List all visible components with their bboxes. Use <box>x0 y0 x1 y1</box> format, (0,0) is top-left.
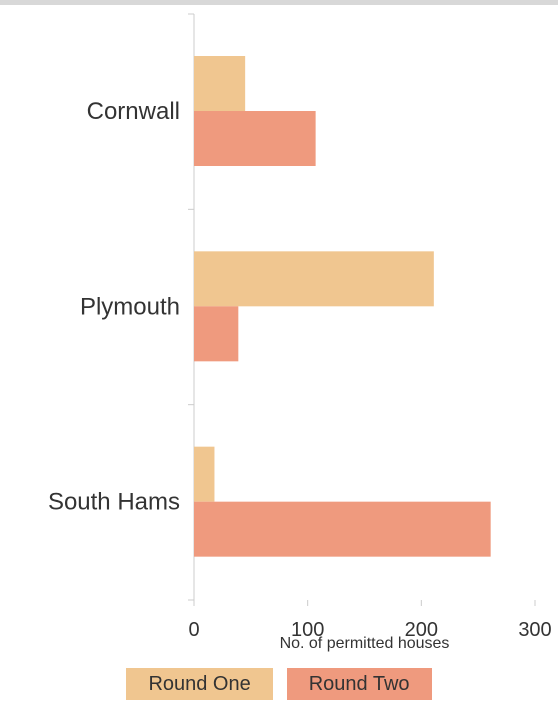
x-tick-label: 100 <box>291 619 324 641</box>
category-label: Cornwall <box>87 98 180 125</box>
legend-item-round-one: Round One <box>126 668 273 700</box>
x-axis-title: No. of permitted houses <box>280 635 450 652</box>
bar-round-two-plymouth <box>194 306 239 362</box>
legend-item-round-two: Round Two <box>286 668 432 700</box>
bar-round-one-south-hams <box>194 446 215 502</box>
bar-round-one-plymouth <box>194 251 434 307</box>
bars <box>194 56 491 557</box>
x-tick-label: 0 <box>188 619 199 641</box>
top-border <box>0 0 558 5</box>
category-label: South Hams <box>48 489 180 516</box>
bar-round-two-cornwall <box>194 111 316 166</box>
bar-chart: 0 100 200 300 No. of permitted houses Cornwal… <box>48 13 552 652</box>
category-label: Plymouth <box>80 293 180 320</box>
x-tick-label: 200 <box>405 619 438 641</box>
x-tick-label: 300 <box>518 619 551 641</box>
bar-round-two-south-hams <box>194 501 491 557</box>
legend: Round One Round Two <box>0 668 558 700</box>
bar-round-one-cornwall <box>194 56 246 111</box>
labels: 0 100 200 300 No. of permitted houses Cornwal… <box>48 98 552 652</box>
